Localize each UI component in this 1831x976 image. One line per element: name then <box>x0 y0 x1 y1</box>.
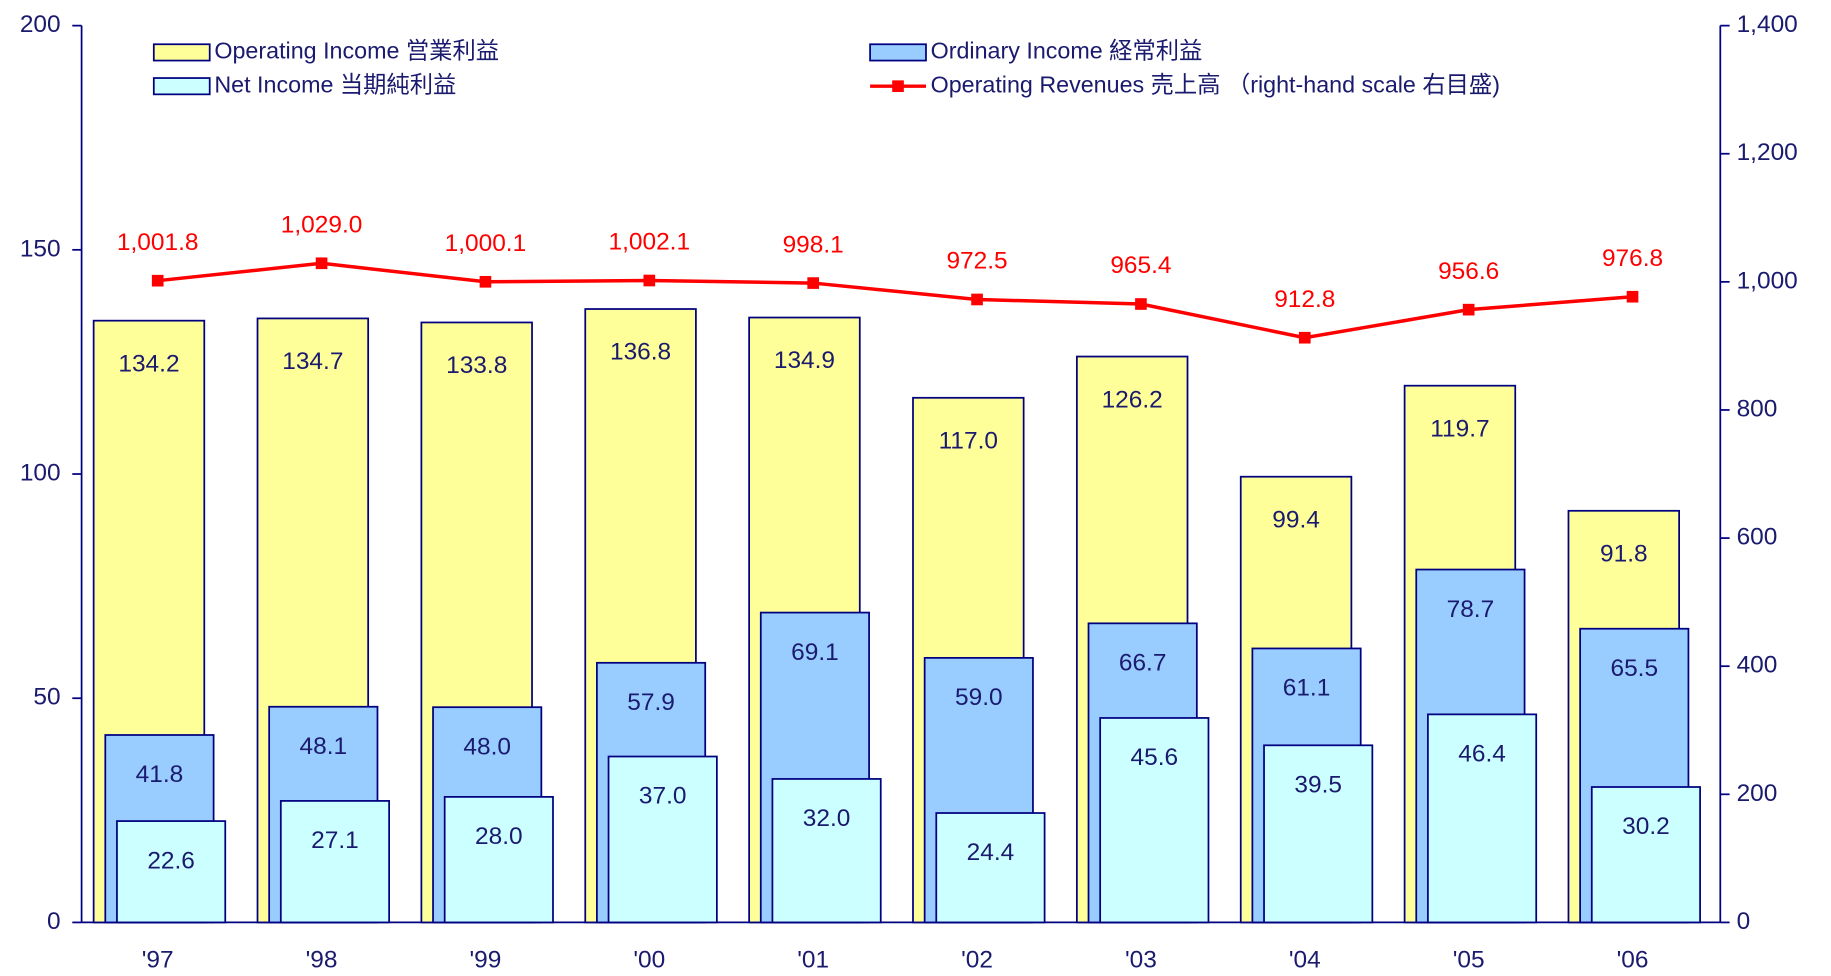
legend-swatch <box>152 77 211 96</box>
value-label: 1,001.8 <box>117 229 199 256</box>
value-label: 30.2 <box>1622 813 1670 840</box>
value-label: 24.4 <box>967 839 1015 866</box>
x-tick-label: '06 <box>1617 946 1649 973</box>
marker <box>479 275 492 288</box>
value-label: 37.0 <box>639 783 687 810</box>
value-label: 46.4 <box>1458 741 1506 768</box>
value-label: 133.8 <box>446 352 507 379</box>
value-label: 59.0 <box>955 684 1003 711</box>
bar <box>1099 717 1210 924</box>
y-tick-label: 200 <box>20 11 61 38</box>
x-tick-label: '05 <box>1453 946 1485 973</box>
value-label: 956.6 <box>1438 258 1499 285</box>
value-label: 998.1 <box>783 231 844 258</box>
bar <box>1590 786 1701 924</box>
value-label: 48.0 <box>463 733 511 760</box>
value-label: 1,002.1 <box>609 229 691 256</box>
value-label: 134.7 <box>282 348 343 375</box>
value-label: 117.0 <box>939 428 998 455</box>
value-label: 48.1 <box>300 733 348 760</box>
marker <box>807 277 820 289</box>
value-label: 22.6 <box>147 847 195 874</box>
value-label: 1,029.0 <box>281 211 363 238</box>
value-label: 45.6 <box>1131 744 1179 771</box>
value-label: 61.1 <box>1283 675 1331 702</box>
marker <box>1298 331 1311 344</box>
value-label: 69.1 <box>791 639 839 666</box>
bar <box>771 778 882 924</box>
marker <box>1135 298 1147 310</box>
x-tick-label: '98 <box>306 946 338 973</box>
bar <box>1263 744 1374 924</box>
value-label: 41.8 <box>136 761 184 788</box>
legend-swatch <box>152 43 211 62</box>
value-label: 78.7 <box>1447 596 1495 623</box>
x-tick-label: '02 <box>961 946 993 973</box>
bar <box>607 755 718 924</box>
legend-marker <box>892 80 904 93</box>
marker <box>971 293 983 306</box>
legend-label: Operating Income 営業利益 <box>214 38 499 64</box>
y2-tick-label: 600 <box>1737 524 1778 551</box>
value-label: 119.7 <box>1430 415 1489 442</box>
bar <box>116 820 227 924</box>
y2-tick-label: 400 <box>1737 652 1778 679</box>
bar <box>1427 713 1538 924</box>
x-tick-label: '03 <box>1125 946 1157 973</box>
y2-tick-label: 200 <box>1737 780 1778 807</box>
value-label: 134.9 <box>774 347 835 374</box>
bar <box>935 812 1046 924</box>
y2-tick-label: 1,200 <box>1737 139 1798 166</box>
value-label: 99.4 <box>1272 506 1320 533</box>
value-label: 976.8 <box>1602 245 1663 272</box>
value-label: 126.2 <box>1102 386 1163 413</box>
y-tick-label: 150 <box>20 235 61 262</box>
value-label: 1,000.1 <box>445 230 527 257</box>
y-tick-label: 100 <box>20 459 61 486</box>
x-tick-label: '00 <box>633 946 665 973</box>
bar <box>279 800 390 924</box>
marker <box>151 274 164 287</box>
value-label: 66.7 <box>1119 650 1167 677</box>
value-label: 27.1 <box>311 827 359 854</box>
y2-tick-label: 0 <box>1737 908 1751 935</box>
value-label: 65.5 <box>1610 655 1658 682</box>
x-tick-label: '97 <box>142 946 174 973</box>
marker <box>1462 303 1475 316</box>
legend-label: Net Income 当期純利益 <box>214 71 456 97</box>
x-tick-label: '01 <box>797 946 829 973</box>
legend-label: Operating Revenues 売上高 （right-hand scale… <box>931 71 1500 97</box>
y2-tick-label: 1,400 <box>1737 11 1798 38</box>
value-label: 57.9 <box>627 689 675 716</box>
bar <box>443 795 554 924</box>
value-label: 134.2 <box>118 350 179 377</box>
value-label: 912.8 <box>1274 286 1335 313</box>
value-label: 28.0 <box>475 823 523 850</box>
y2-tick-label: 1,000 <box>1737 267 1798 294</box>
y-tick-label: 50 <box>33 684 60 711</box>
value-label: 965.4 <box>1110 252 1171 279</box>
y-tick-label: 0 <box>47 908 61 935</box>
legend-label: Ordinary Income 経常利益 <box>931 38 1203 64</box>
value-label: 32.0 <box>803 805 851 832</box>
value-label: 972.5 <box>946 248 1007 275</box>
y2-tick-label: 800 <box>1737 395 1778 422</box>
x-tick-label: '04 <box>1289 946 1321 973</box>
marker <box>643 274 656 287</box>
value-label: 91.8 <box>1600 541 1648 568</box>
x-tick-label: '99 <box>470 946 502 973</box>
legend-swatch <box>869 43 927 62</box>
line <box>157 261 1633 340</box>
value-label: 39.5 <box>1294 772 1342 799</box>
marker <box>1626 290 1639 303</box>
value-label: 136.8 <box>610 339 671 366</box>
marker <box>315 257 328 270</box>
